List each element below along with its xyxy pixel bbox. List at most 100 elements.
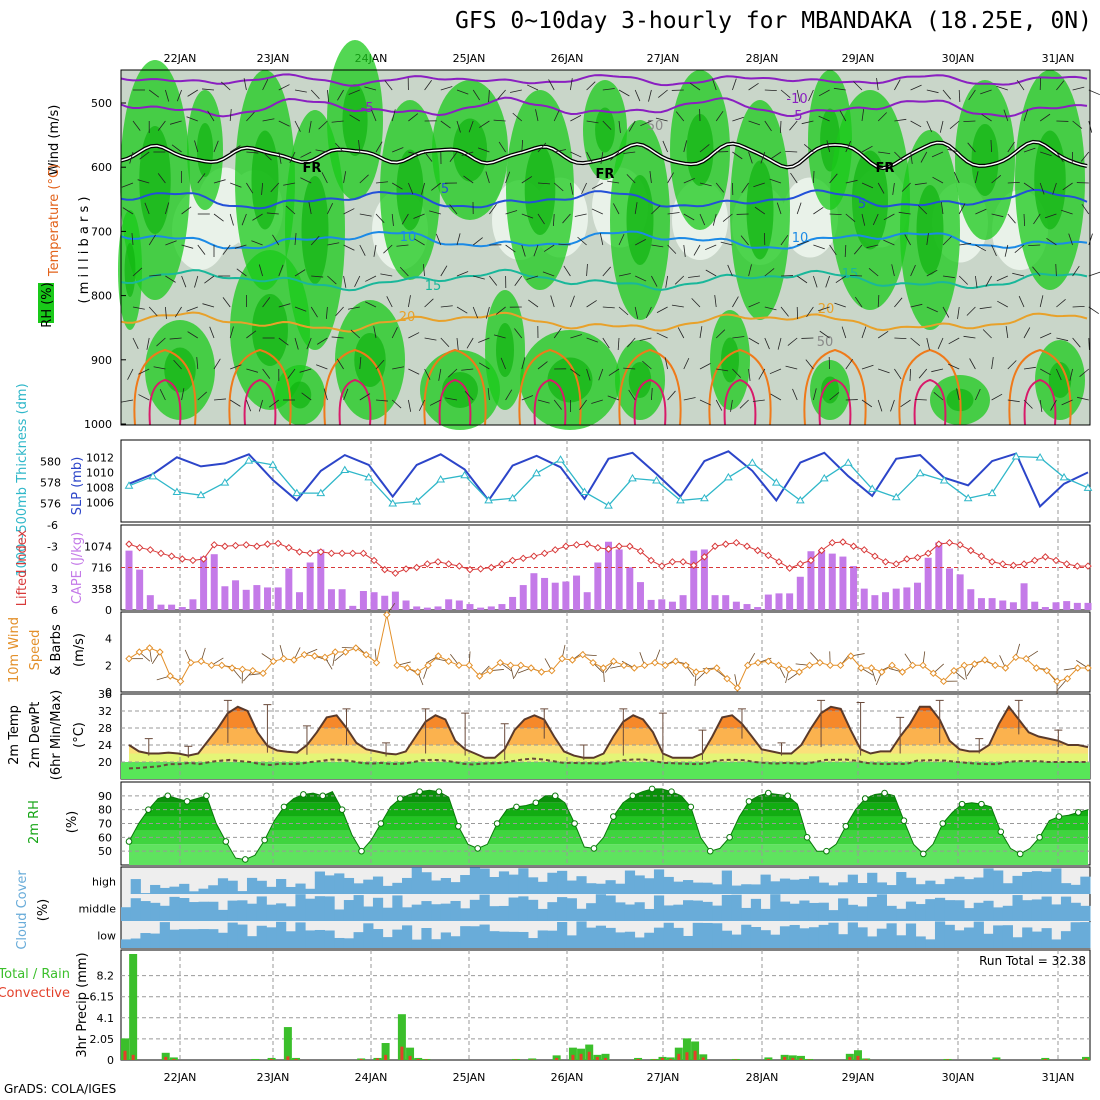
wind-speed-point xyxy=(1043,666,1051,675)
wind-barb xyxy=(306,337,312,350)
wind-barb xyxy=(699,213,706,226)
li-point xyxy=(306,549,314,558)
li-point xyxy=(1031,556,1039,565)
wind-barb xyxy=(384,80,393,91)
li-point xyxy=(146,546,155,554)
wind-barb xyxy=(157,120,166,131)
cloud-cell xyxy=(547,930,558,948)
slp-axis-label: SLP (mb) xyxy=(70,457,85,516)
wind-barb xyxy=(861,145,873,153)
wind-barb xyxy=(598,368,604,381)
wind-barb xyxy=(542,271,555,277)
wind-barb xyxy=(299,368,312,373)
li-point xyxy=(785,564,794,572)
cape-axis-label: CAPE (J/kg) xyxy=(70,532,85,604)
cloud-cell xyxy=(692,882,703,894)
wind-speed-point xyxy=(960,661,968,670)
cloud-cell xyxy=(673,904,684,921)
wind-speed-point xyxy=(908,661,917,670)
wind-barb xyxy=(764,120,772,132)
cape-tick-label: 0 xyxy=(105,604,112,617)
cloud-cell xyxy=(576,908,587,921)
thickness-point xyxy=(987,488,997,497)
cloud-cell xyxy=(479,924,490,948)
wind-barb xyxy=(586,264,588,277)
wind-barb xyxy=(748,368,751,381)
wind-barb xyxy=(456,120,461,133)
rh-very-high-area xyxy=(251,130,279,230)
wind-speed-point xyxy=(692,668,700,676)
cloud-cell xyxy=(1060,931,1072,948)
rh-very-high-area xyxy=(452,118,488,182)
wind-barb xyxy=(926,337,930,350)
cape-bar xyxy=(1052,602,1060,610)
li-point xyxy=(913,553,922,562)
wind-barb xyxy=(975,388,981,401)
cloud-cell xyxy=(624,904,636,921)
cloud-cell xyxy=(547,902,558,921)
precip-tick-label: 8.2 xyxy=(97,970,115,983)
precip-total-bar xyxy=(992,1057,1001,1060)
wind-barb xyxy=(294,120,301,132)
precip-convective-bar xyxy=(807,1059,811,1060)
wind-barb xyxy=(640,120,652,127)
wind-barb xyxy=(359,393,371,401)
wind-barb xyxy=(509,89,522,93)
cloud-cell xyxy=(566,898,577,921)
cloud-cell xyxy=(615,932,626,948)
wind-barb xyxy=(787,337,798,346)
wind-barb xyxy=(514,275,523,286)
cape-bar xyxy=(221,586,229,610)
cloud-cell xyxy=(1070,884,1081,894)
li-point xyxy=(274,539,282,548)
li-point xyxy=(285,543,293,552)
cape-bar xyxy=(818,550,826,610)
precip-convective-bar xyxy=(555,1057,559,1060)
wind-barb xyxy=(942,89,952,100)
wind-barb xyxy=(246,111,255,122)
precip-convective-bar xyxy=(579,1053,583,1060)
cloud-cell xyxy=(1002,925,1013,948)
wind-barb xyxy=(699,326,703,339)
rh-point xyxy=(629,792,637,800)
li-point xyxy=(498,560,506,568)
cloud-cell xyxy=(721,930,732,948)
thickness-point xyxy=(652,476,661,484)
wind-barb xyxy=(953,171,960,184)
wind-barb xyxy=(489,204,497,215)
date-label-top: 23JAN xyxy=(257,52,290,65)
wind-barb xyxy=(910,151,913,164)
cloud-cell xyxy=(586,903,597,921)
wind-speed-point xyxy=(836,661,845,670)
cloud-cell xyxy=(818,882,829,894)
pressure-tick-label: 600 xyxy=(91,161,112,174)
wind-barb xyxy=(252,213,263,221)
wind-barb xyxy=(521,176,533,184)
wind-barb xyxy=(1014,244,1025,254)
wind-barb xyxy=(1072,120,1083,129)
precip-total-bar xyxy=(601,1053,610,1060)
rh-very-high-area xyxy=(686,114,714,186)
wind-barb xyxy=(497,89,506,100)
cloud-cell xyxy=(896,872,907,894)
wind-barb xyxy=(1028,244,1041,247)
cloud-cell xyxy=(179,883,190,894)
wind-barb xyxy=(505,389,513,401)
rh-point xyxy=(610,813,617,820)
cloud-cell xyxy=(402,877,413,894)
cloud-cell xyxy=(779,926,791,948)
cape-bar xyxy=(999,600,1007,610)
cloud-cell xyxy=(537,908,548,921)
rh-point xyxy=(125,838,133,845)
cloud-cell xyxy=(1041,871,1052,894)
precip-convective-bar xyxy=(375,1058,379,1060)
cloud-cell xyxy=(392,895,403,921)
wind-barb xyxy=(651,275,658,287)
cape-bar xyxy=(295,592,303,610)
cape-bar xyxy=(136,569,144,610)
wind-speed-point xyxy=(1022,654,1030,663)
wind-barb xyxy=(165,240,177,246)
wind-barb xyxy=(493,119,506,122)
cape-bar xyxy=(157,604,165,610)
wind-barb xyxy=(359,174,369,184)
